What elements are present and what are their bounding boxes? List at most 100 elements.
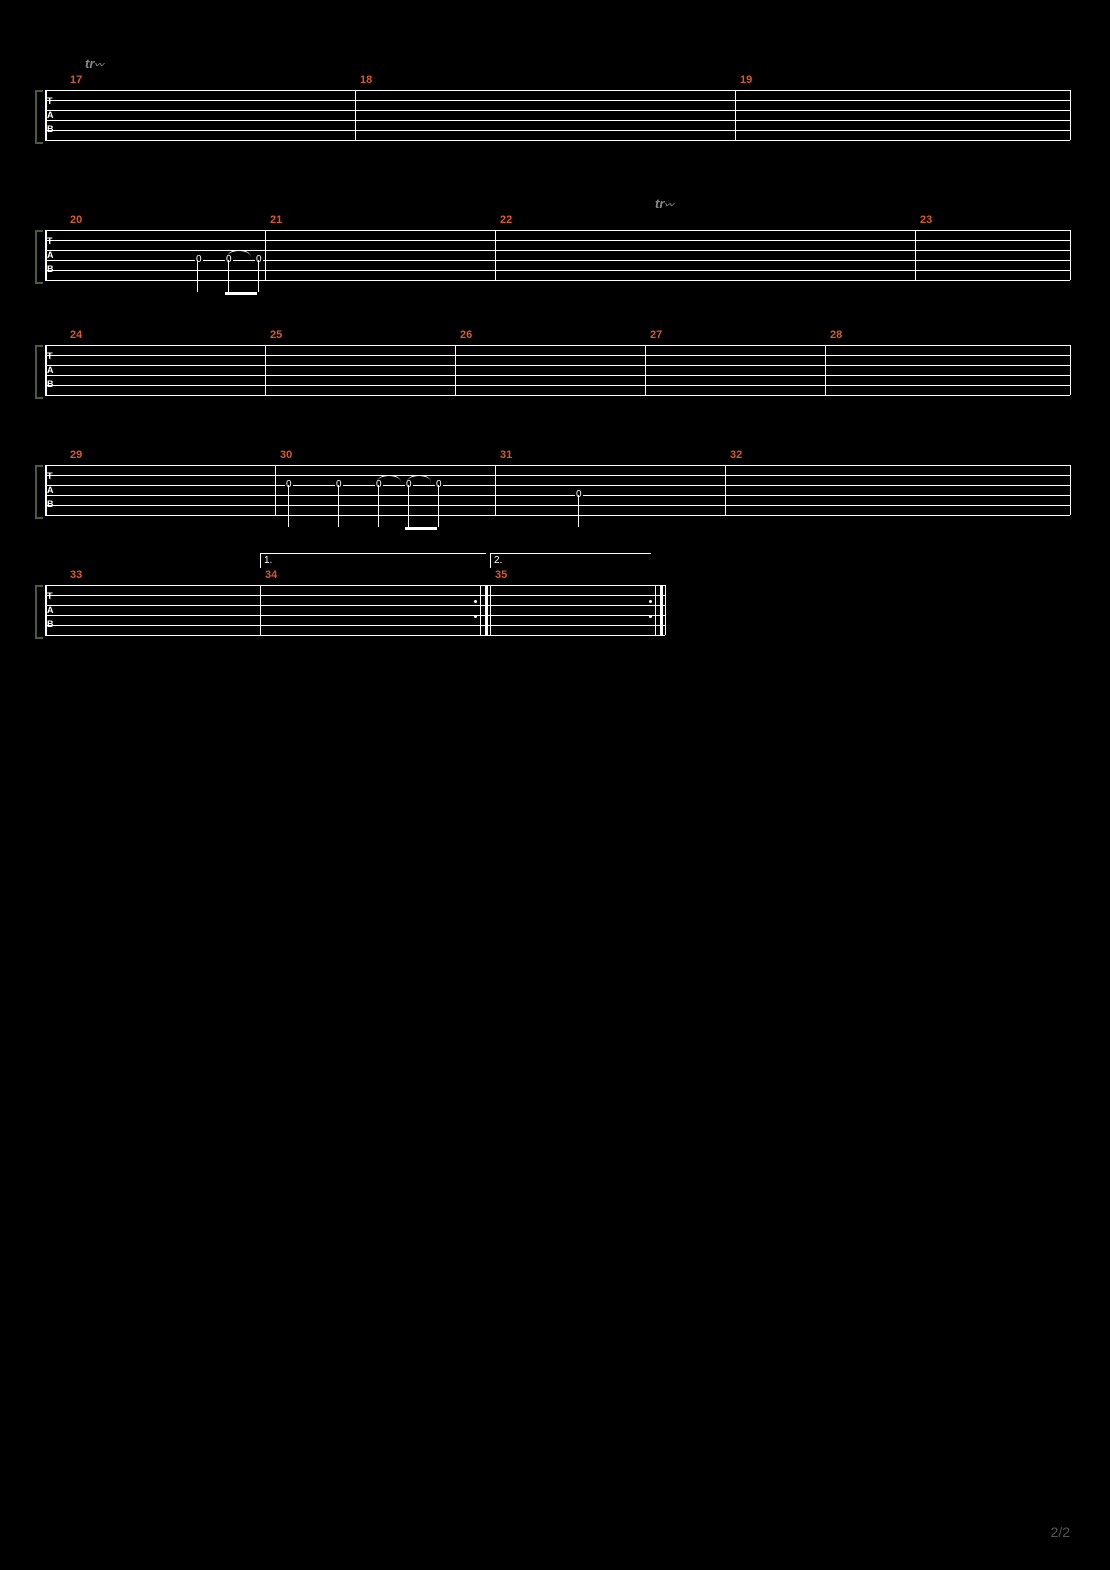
string-line [45,635,665,636]
tab-system: TAB3334351.2. [35,585,665,675]
system-bracket [35,345,43,399]
repeat-barline-thick [485,585,488,635]
string-line [45,130,1070,131]
tab-clef-letter: A [47,365,54,375]
measure-number: 22 [500,214,512,226]
note-stem [197,260,198,292]
volta-bracket [260,553,486,568]
tab-clef-letter: A [47,605,54,615]
string-line [45,230,1070,231]
barline [1070,465,1071,515]
tab-clef-letter: T [47,96,53,106]
barline [260,585,261,635]
measure-number: 26 [460,329,472,341]
measure-number: 20 [70,214,82,226]
note-stem [438,485,439,527]
string-line [45,365,1070,366]
string-line [45,495,1070,496]
tab-clef-letter: A [47,110,54,120]
measure-number: 28 [830,329,842,341]
barline [1070,90,1071,140]
measure-number: 27 [650,329,662,341]
measure-number: 35 [495,569,507,581]
tab-system: TAB20212223tr〰000 [35,230,1070,320]
string-line [45,270,1070,271]
note-stem [408,485,409,527]
measure-number: 30 [280,449,292,461]
beam [405,527,437,530]
tab-system: TAB171819tr〰 [35,90,1070,180]
repeat-dot [474,615,477,618]
repeat-dot [649,615,652,618]
measure-number: 29 [70,449,82,461]
string-line [45,140,1070,141]
tab-clef-letter: B [47,379,54,389]
string-line [45,385,1070,386]
barline [265,345,266,395]
system-bracket [35,585,43,639]
volta-number: 1. [264,555,272,566]
tie [227,250,251,257]
system-bracket [35,465,43,519]
barline [490,585,491,635]
note-stem [378,485,379,527]
string-line [45,280,1070,281]
measure-number: 32 [730,449,742,461]
string-line [45,485,1070,486]
tab-clef-letter: B [47,499,54,509]
string-line [45,100,1070,101]
tab-clef-letter: A [47,485,54,495]
tab-system: TAB29303132000000 [35,465,1070,555]
measure-number: 21 [270,214,282,226]
barline [645,345,646,395]
string-line [45,110,1070,111]
system-bracket [35,230,43,284]
measure-number: 34 [265,569,277,581]
measure-number: 23 [920,214,932,226]
barline [725,465,726,515]
barline [665,585,666,635]
barline [495,465,496,515]
tab-staff: TAB3334351.2. [45,585,665,635]
barline [735,90,736,140]
string-line [45,250,1070,251]
tab-clef-letter: T [47,351,53,361]
string-line [45,475,1070,476]
string-line [45,240,1070,241]
repeat-dot [474,600,477,603]
string-line [45,595,665,596]
string-line [45,585,665,586]
string-line [45,345,1070,346]
volta-number: 2. [494,555,502,566]
string-line [45,395,1070,396]
string-line [45,120,1070,121]
barline [915,230,916,280]
note-stem [578,495,579,527]
volta-bracket [490,553,651,568]
page-number: 2/2 [1051,1524,1070,1540]
barline [1070,230,1071,280]
tie [377,475,401,482]
barline [355,90,356,140]
tab-clef-letter: T [47,591,53,601]
barline [455,345,456,395]
barline [1070,345,1071,395]
measure-number: 33 [70,569,82,581]
tab-staff: TAB171819tr〰 [45,90,1070,140]
measure-number: 31 [500,449,512,461]
tab-clef-letter: A [47,250,54,260]
string-line [45,505,1070,506]
barline [495,230,496,280]
string-line [45,615,665,616]
note-stem [258,260,259,292]
string-line [45,90,1070,91]
tie [407,475,431,482]
measure-number: 17 [70,74,82,86]
tab-clef-letter: B [47,124,54,134]
system-bracket [35,90,43,144]
barline [265,230,266,280]
string-line [45,375,1070,376]
tab-staff: TAB29303132000000 [45,465,1070,515]
note-stem [338,485,339,527]
tab-clef-letter: T [47,471,53,481]
